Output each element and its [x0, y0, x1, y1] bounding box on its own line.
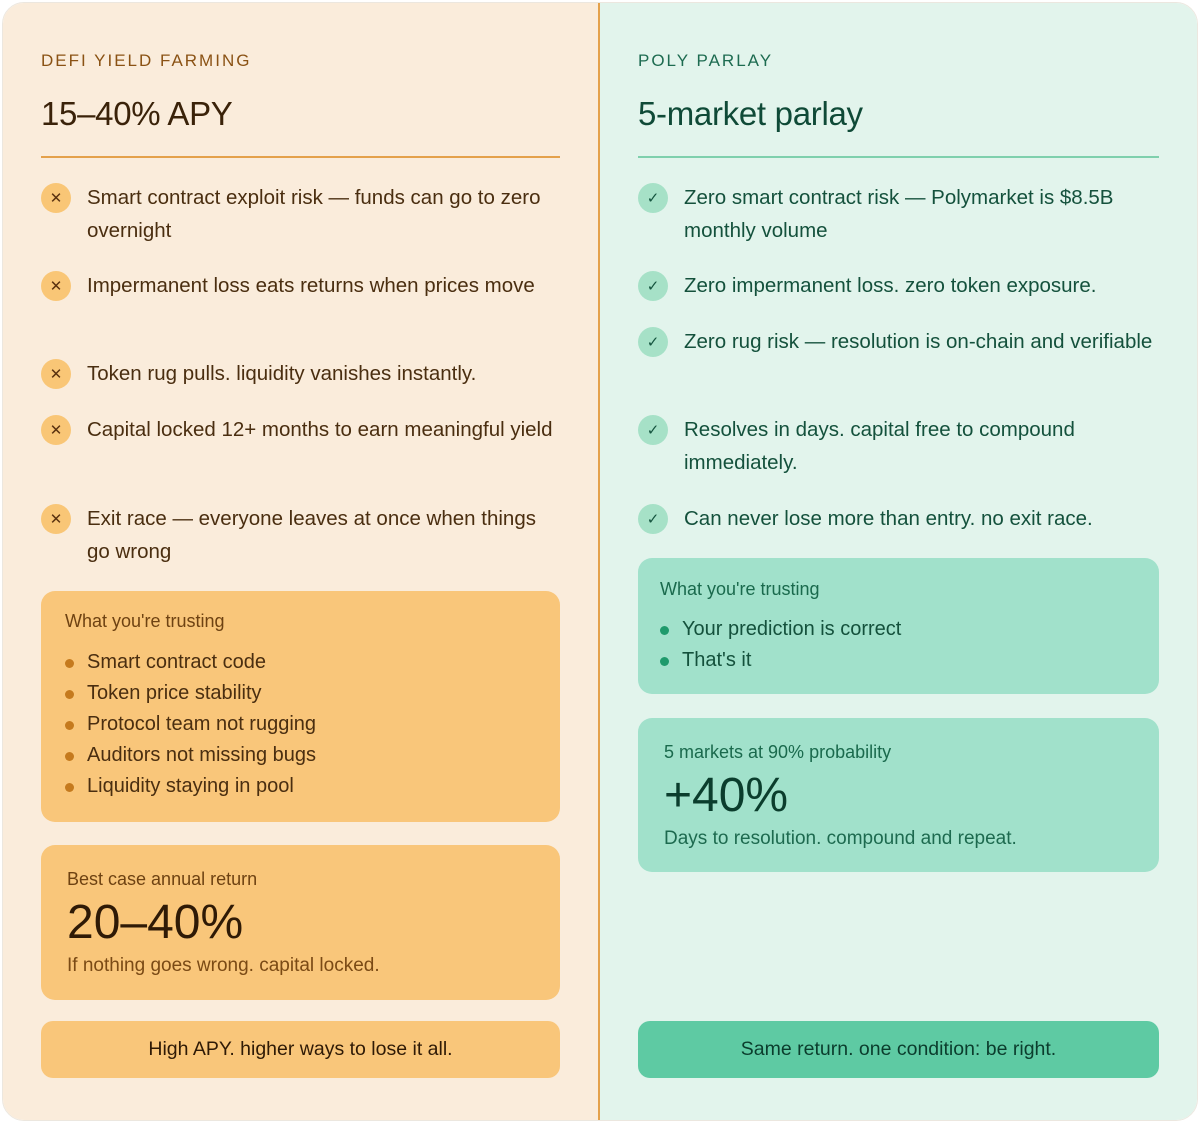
- defi-summary-banner: High APY. higher ways to lose it all.: [41, 1021, 560, 1078]
- check-icon: ✓: [638, 183, 668, 213]
- poly-trust-list: Your prediction is correct That's it: [660, 614, 1139, 676]
- poly-summary-banner: Same return. one condition: be right.: [638, 1021, 1159, 1078]
- x-icon: ✕: [41, 183, 71, 213]
- poly-benefit-text: Zero rug risk — resolution is on-chain a…: [684, 330, 1153, 353]
- poly-benefit-text: Can never lose more than entry. no exit …: [684, 507, 1093, 530]
- list-item: Protocol team not rugging: [65, 709, 540, 740]
- poly-column: POLY PARLAY 5-market parlay ✓ Zero smart…: [600, 3, 1197, 1120]
- list-item: Liquidity staying in pool: [65, 771, 540, 802]
- poly-benefit-item: ✓ Zero rug risk — resolution is on-chain…: [638, 325, 1159, 358]
- check-icon: ✓: [638, 271, 668, 301]
- poly-benefit-text: Zero smart contract risk — Polymarket is…: [684, 186, 1114, 242]
- defi-return-value: 20–40%: [67, 896, 244, 949]
- defi-risk-text: Token rug pulls. liquidity vanishes inst…: [87, 362, 477, 385]
- defi-heading: 15–40% APY: [41, 95, 233, 132]
- poly-divider: [638, 156, 1159, 158]
- poly-return-panel: 5 markets at 90% probability +40% Days t…: [638, 718, 1159, 872]
- defi-risk-text: Impermanent loss eats returns when price…: [87, 274, 535, 297]
- poly-benefit-text: Zero impermanent loss. zero token exposu…: [684, 274, 1097, 297]
- poly-heading: 5-market parlay: [638, 95, 863, 132]
- poly-benefit-item: ✓ Zero impermanent loss. zero token expo…: [638, 269, 1159, 302]
- list-item: That's it: [660, 645, 1139, 676]
- poly-return-label: 5 markets at 90% probability: [664, 742, 892, 762]
- check-icon: ✓: [638, 504, 668, 534]
- defi-trust-panel: What you're trusting Smart contract code…: [41, 591, 560, 822]
- defi-column: DEFI YIELD FARMING 15–40% APY ✕ Smart co…: [3, 3, 600, 1120]
- defi-risk-item: ✕ Exit race — everyone leaves at once wh…: [41, 502, 560, 568]
- poly-benefit-item: ✓ Zero smart contract risk — Polymarket …: [638, 181, 1159, 247]
- poly-trust-title: What you're trusting: [660, 579, 820, 599]
- defi-risk-item: ✕ Capital locked 12+ months to earn mean…: [41, 413, 560, 446]
- defi-return-panel: Best case annual return 20–40% If nothin…: [41, 845, 560, 1000]
- defi-risk-text: Exit race — everyone leaves at once when…: [87, 507, 536, 563]
- defi-return-note: If nothing goes wrong. capital locked.: [67, 955, 380, 976]
- list-item: Auditors not missing bugs: [65, 740, 540, 771]
- defi-risk-text: Capital locked 12+ months to earn meanin…: [87, 418, 553, 441]
- poly-eyebrow: POLY PARLAY: [638, 51, 774, 70]
- defi-risk-text: Smart contract exploit risk — funds can …: [87, 186, 541, 242]
- x-icon: ✕: [41, 271, 71, 301]
- list-item: Your prediction is correct: [660, 614, 1139, 645]
- list-item: Token price stability: [65, 678, 540, 709]
- check-icon: ✓: [638, 327, 668, 357]
- poly-trust-panel: What you're trusting Your prediction is …: [638, 558, 1159, 694]
- poly-return-value: +40%: [664, 769, 789, 822]
- defi-risk-item: ✕ Impermanent loss eats returns when pri…: [41, 269, 560, 302]
- list-item: Smart contract code: [65, 647, 540, 678]
- x-icon: ✕: [41, 415, 71, 445]
- x-icon: ✕: [41, 504, 71, 534]
- defi-risk-item: ✕ Smart contract exploit risk — funds ca…: [41, 181, 560, 247]
- defi-risk-item: ✕ Token rug pulls. liquidity vanishes in…: [41, 357, 560, 390]
- poly-return-note: Days to resolution. compound and repeat.: [664, 828, 1017, 849]
- defi-trust-list: Smart contract code Token price stabilit…: [65, 647, 540, 802]
- poly-benefit-text: Resolves in days. capital free to compou…: [684, 418, 1075, 474]
- x-icon: ✕: [41, 359, 71, 389]
- defi-divider: [41, 156, 560, 158]
- poly-benefit-item: ✓ Can never lose more than entry. no exi…: [638, 502, 1159, 535]
- defi-return-label: Best case annual return: [67, 869, 258, 889]
- defi-trust-title: What you're trusting: [65, 611, 225, 631]
- defi-eyebrow: DEFI YIELD FARMING: [41, 51, 252, 70]
- poly-benefit-item: ✓ Resolves in days. capital free to comp…: [638, 413, 1159, 479]
- check-icon: ✓: [638, 415, 668, 445]
